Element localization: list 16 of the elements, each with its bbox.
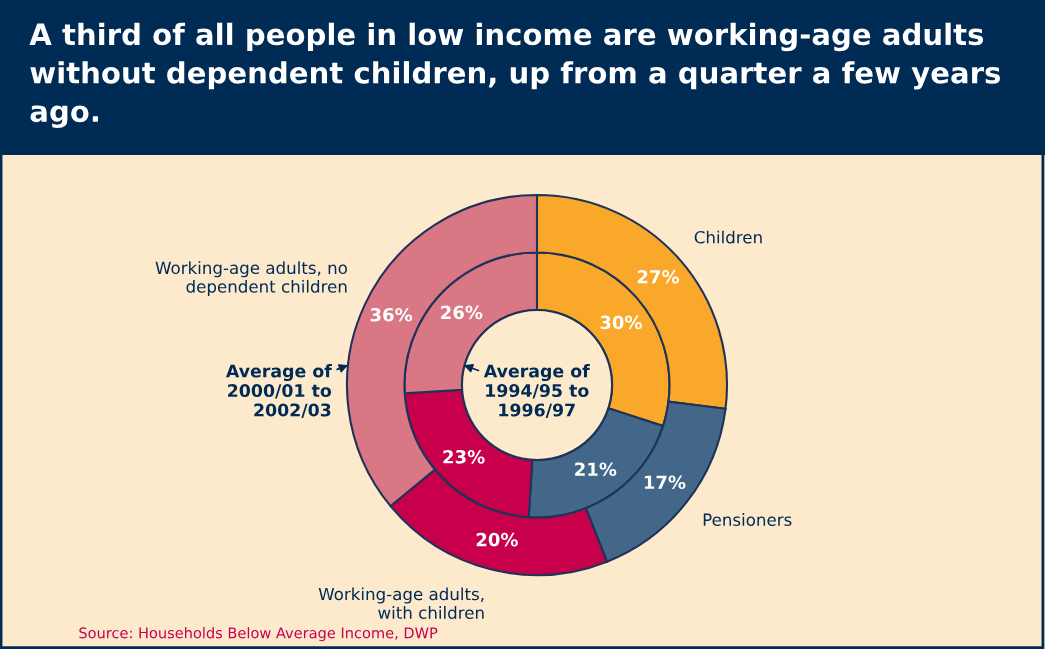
data-label: 21%: [575, 462, 617, 477]
data-label: 17%: [644, 475, 686, 490]
data-label: 23%: [443, 449, 485, 464]
data-label: 36%: [370, 307, 413, 322]
slice-label: Average of 1994/95 to 1996/97: [483, 364, 590, 418]
data-label: 27%: [637, 269, 679, 284]
slice-label: Pensioners: [703, 513, 792, 526]
slice-label: Average of 2000/01 to 2002/03: [225, 364, 332, 418]
slice-label: Children: [694, 230, 762, 244]
source-note: Source: Households Below Average Income, DWP: [79, 627, 438, 642]
slice-label: Working-age adults, with children: [318, 587, 484, 619]
slice-label: Working-age adults, no dependent children: [155, 261, 347, 297]
data-label: 26%: [441, 305, 483, 320]
data-label: 30%: [600, 315, 642, 330]
chart-title: A third of all people in low income are working-age adults without dependent children, up from a quarter a few years ago.: [29, 22, 1000, 129]
data-label: 20%: [476, 532, 518, 547]
